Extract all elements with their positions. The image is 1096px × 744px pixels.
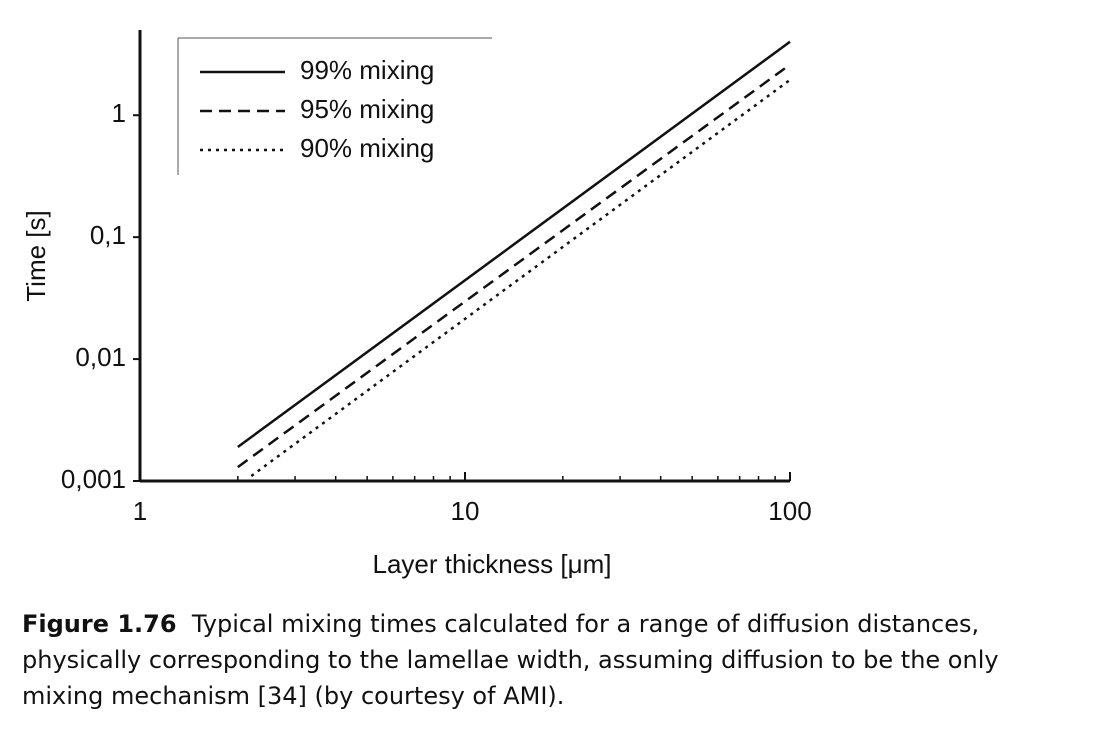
y-tick-label: 0,1 bbox=[90, 220, 126, 250]
y-tick-label: 0,01 bbox=[75, 342, 126, 372]
x-tick-label: 1 bbox=[133, 496, 147, 526]
y-tick-label: 0,001 bbox=[61, 464, 126, 494]
x-axis-label: Layer thickness [μm] bbox=[373, 549, 612, 579]
chart: Time [s] Layer thickness [μm] 0,001 0,01 0… bbox=[21, 30, 812, 579]
y-tick-label: 1 bbox=[112, 98, 126, 128]
caption: Figure 1.76 Typical mixing times calcula… bbox=[22, 606, 1082, 714]
caption-label: Figure 1.76 bbox=[22, 610, 177, 638]
legend-label: 99% mixing bbox=[300, 55, 434, 85]
x-tick-label: 10 bbox=[451, 496, 480, 526]
legend-label: 90% mixing bbox=[300, 133, 434, 163]
series-line bbox=[237, 40, 791, 449]
series-line bbox=[237, 63, 791, 469]
y-axis-label: Time [s] bbox=[21, 210, 51, 301]
x-tick-label: 100 bbox=[768, 496, 811, 526]
legend-label: 95% mixing bbox=[300, 94, 434, 124]
caption-text: Typical mixing times calculated for a ra… bbox=[22, 610, 999, 710]
